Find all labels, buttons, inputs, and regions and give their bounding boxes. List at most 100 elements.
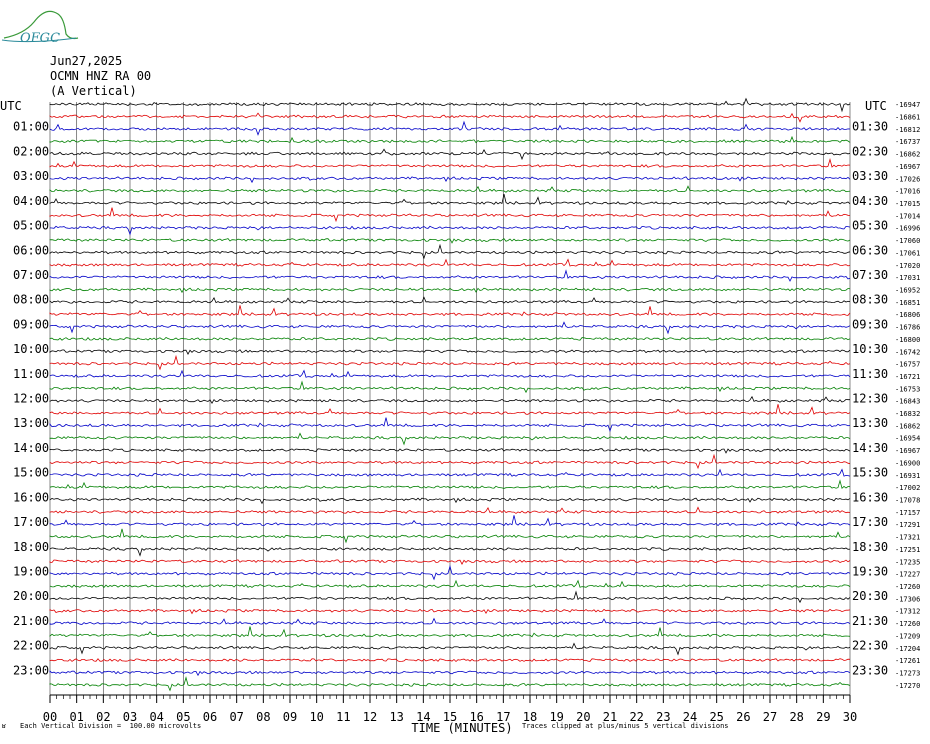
seismic-trace [49,608,851,615]
footer-scale-note: Each Vertical Division = 100.00 microvol… [20,722,202,730]
half-hour-label-right: 13:30 [852,416,888,430]
trace-offset-label: -16742 [895,348,920,356]
trace-offset-label: -17291 [895,521,920,529]
seismic-trace [49,148,851,161]
seismic-trace [49,579,851,589]
half-hour-label-right: 16:30 [852,490,888,504]
seismic-trace [49,112,851,123]
header-component: (A Vertical) [50,84,137,98]
x-tick-label: 19 [549,710,563,724]
seismic-trace [49,336,851,341]
x-tick-label: 16 [469,710,483,724]
trace-offset-label: -16753 [895,385,920,393]
trace-offset-label: -16954 [895,435,920,443]
x-tick-label: 12 [363,710,377,724]
half-hour-label-right: 02:30 [852,144,888,158]
half-hour-label-right: 11:30 [852,367,888,381]
trace-offset-label: -17060 [895,237,920,245]
x-tick-label: 05 [176,710,190,724]
x-tick-label: 10 [309,710,323,724]
seismic-trace [49,97,851,113]
trace-offset-label: -16861 [895,114,920,122]
seismic-trace [49,642,851,656]
hour-label-left: 09:00 [13,317,49,331]
trace-offset-label: -17031 [895,274,920,282]
logo-mountain [3,10,79,40]
header-date: Jun27,2025 [50,54,123,68]
trace-offset-label: -17015 [895,200,920,208]
seismic-trace [49,453,851,470]
hour-label-left: 06:00 [13,243,49,257]
seismic-trace [49,448,851,454]
hour-label-left: 14:00 [13,441,49,455]
x-tick-label: 04 [149,710,163,724]
utc-right-label: UTC [865,99,887,113]
x-tick-label: 26 [736,710,750,724]
trace-offset-label: -17321 [895,534,920,542]
footer-mark: ʁ [2,722,7,730]
half-hour-label-right: 17:30 [852,515,888,529]
trace-offset-label: -16952 [895,286,920,294]
trace-offset-label: -17261 [895,657,920,665]
trace-offset-label: -16996 [895,225,920,233]
trace-offset-label: -16900 [895,459,920,467]
x-tick-label: 07 [229,710,243,724]
trace-offset-label: -17273 [895,669,920,677]
trace-offset-label: -17306 [895,595,920,603]
x-tick-label: 29 [816,710,830,724]
x-axis-title: TIME (MINUTES) [411,721,512,735]
hour-label-left: 20:00 [13,589,49,603]
seismic-trace [49,194,851,206]
seismic-trace [49,395,850,405]
seismic-trace [49,559,851,565]
trace-offset-label: -17260 [895,583,920,591]
trace-offset-label: -16832 [895,410,920,418]
x-tick-label: 01 [69,710,83,724]
trace-offset-label: -16786 [895,324,920,332]
half-hour-label-right: 23:30 [852,663,888,677]
seismic-trace [49,528,851,544]
trace-offset-label: -17157 [895,509,920,517]
hour-label-left: 08:00 [13,293,49,307]
x-tick-label: 06 [203,710,217,724]
seismic-trace [49,564,851,581]
trace-offset-label: -17078 [895,497,920,505]
logo-text: OFGC [20,31,60,44]
seismic-trace [49,120,851,136]
seismic-trace [49,243,851,260]
half-hour-label-right: 10:30 [852,342,888,356]
seismic-trace [49,515,851,527]
trace-offset-label: -17312 [895,608,920,616]
trace-offset-label: -17251 [895,546,920,554]
trace-offset-label: -17270 [895,682,920,690]
trace-offset-label: -16931 [895,472,920,480]
x-tick-label: 18 [523,710,537,724]
seismic-trace [49,617,851,626]
half-hour-label-right: 07:30 [852,268,888,282]
hour-label-left: 15:00 [13,466,49,480]
seismic-trace [49,590,851,604]
half-hour-label-right: 21:30 [852,614,888,628]
x-tick-label: 23 [656,710,670,724]
trace-offset-label: -17204 [895,645,920,653]
hour-label-left: 13:00 [13,416,49,430]
hour-label-left: 01:00 [13,120,49,134]
seismic-trace [49,185,851,193]
seismic-trace [49,349,851,355]
trace-offset-label: -16737 [895,138,920,146]
seismic-trace [49,321,851,335]
seismic-trace [49,380,851,394]
half-hour-label-right: 09:30 [852,317,888,331]
x-tick-label: 27 [763,710,777,724]
seismic-trace [49,269,851,282]
seismic-trace [49,658,851,663]
half-hour-label-right: 03:30 [852,169,888,183]
seismic-trace [49,506,851,514]
seismic-trace [49,225,851,236]
half-hour-label-right: 12:30 [852,392,888,406]
x-tick-label: 30 [843,710,857,724]
trace-offset-label: -17020 [895,262,920,270]
hour-label-left: 16:00 [13,490,49,504]
hour-label-left: 05:00 [13,219,49,233]
hour-label-left: 03:00 [13,169,49,183]
